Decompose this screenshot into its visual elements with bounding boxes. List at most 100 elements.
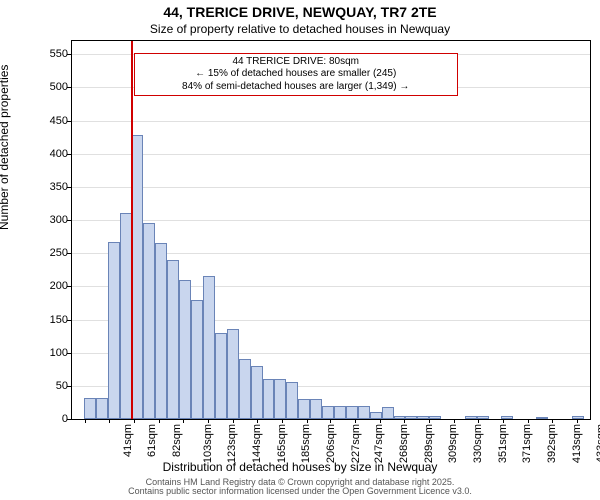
histogram-bar: [108, 242, 120, 419]
xtick-mark: [85, 419, 86, 423]
ytick-label: 50: [20, 380, 68, 392]
xtick-mark: [282, 419, 283, 423]
histogram-bar: [536, 417, 548, 419]
histogram-bar: [370, 412, 382, 419]
ytick-label: 150: [20, 314, 68, 326]
xtick-label: 41sqm: [122, 424, 134, 457]
xtick-label: 61sqm: [146, 424, 158, 457]
ytick-label: 350: [20, 181, 68, 193]
callout-line-3: 84% of semi-detached houses are larger (…: [141, 81, 451, 94]
ytick-mark: [67, 353, 71, 354]
histogram-bar: [346, 406, 358, 419]
histogram-bar: [155, 243, 167, 419]
xtick-mark: [307, 419, 308, 423]
histogram-bar: [417, 416, 429, 419]
chart-container: 44, TRERICE DRIVE, NEWQUAY, TR7 2TE Size…: [0, 0, 600, 500]
ytick-mark: [67, 121, 71, 122]
y-axis-label: Number of detached properties: [0, 65, 11, 230]
ytick-mark: [67, 187, 71, 188]
histogram-bar: [215, 333, 227, 419]
xtick-mark: [233, 419, 234, 423]
histogram-bar: [84, 398, 96, 419]
xtick-label: 330sqm: [472, 424, 484, 463]
xtick-mark: [478, 419, 479, 423]
xtick-label: 206sqm: [325, 424, 337, 463]
histogram-bar: [167, 260, 179, 419]
title-main: 44, TRERICE DRIVE, NEWQUAY, TR7 2TE: [0, 4, 600, 20]
xtick-mark: [380, 419, 381, 423]
histogram-bar: [572, 416, 584, 419]
histogram-bar: [405, 416, 417, 419]
property-callout: 44 TRERICE DRIVE: 80sqm← 15% of detached…: [134, 53, 458, 97]
gridline-h: [72, 187, 590, 188]
xtick-mark: [330, 419, 331, 423]
gridline-h: [72, 220, 590, 221]
xtick-mark: [429, 419, 430, 423]
xtick-mark: [503, 419, 504, 423]
xtick-label: 309sqm: [447, 424, 459, 463]
histogram-bar: [263, 379, 275, 419]
plot-area: 44 TRERICE DRIVE: 80sqm← 15% of detached…: [71, 40, 591, 420]
histogram-bar: [96, 398, 108, 419]
xtick-label: 247sqm: [374, 424, 386, 463]
xtick-mark: [109, 419, 110, 423]
ytick-label: 200: [20, 280, 68, 292]
gridline-h: [72, 154, 590, 155]
ytick-mark: [67, 87, 71, 88]
property-marker-line: [131, 41, 133, 419]
xtick-label: 268sqm: [399, 424, 411, 463]
xtick-mark: [528, 419, 529, 423]
xtick-label: 103sqm: [202, 424, 214, 463]
histogram-bar: [358, 406, 370, 419]
xtick-mark: [454, 419, 455, 423]
xtick-label: 351sqm: [497, 424, 509, 463]
histogram-bar: [203, 276, 215, 419]
histogram-bar: [465, 416, 477, 419]
ytick-label: 400: [20, 148, 68, 160]
histogram-bar: [286, 382, 298, 419]
xtick-mark: [159, 419, 160, 423]
ytick-mark: [67, 320, 71, 321]
histogram-bar: [274, 379, 286, 419]
xtick-label: 289sqm: [424, 424, 436, 463]
histogram-bar: [298, 399, 310, 419]
xtick-label: 433sqm: [595, 424, 600, 463]
histogram-bar: [179, 280, 191, 419]
histogram-bar: [310, 399, 322, 419]
footer-line-2: Contains public sector information licen…: [128, 486, 472, 496]
ytick-mark: [67, 154, 71, 155]
callout-line-1: 44 TRERICE DRIVE: 80sqm: [141, 56, 451, 69]
histogram-bar: [143, 223, 155, 419]
ytick-label: 100: [20, 347, 68, 359]
ytick-mark: [67, 286, 71, 287]
ytick-mark: [67, 419, 71, 420]
ytick-label: 300: [20, 214, 68, 226]
xtick-mark: [134, 419, 135, 423]
histogram-bar: [251, 366, 263, 419]
xtick-label: 392sqm: [546, 424, 558, 463]
xtick-mark: [183, 419, 184, 423]
histogram-bar: [239, 359, 251, 419]
histogram-bar: [132, 135, 144, 419]
xtick-mark: [577, 419, 578, 423]
histogram-bar: [334, 406, 346, 419]
xtick-label: 227sqm: [350, 424, 362, 463]
ytick-mark: [67, 386, 71, 387]
gridline-h: [72, 121, 590, 122]
xtick-label: 413sqm: [571, 424, 583, 463]
histogram-bar: [227, 329, 239, 419]
xtick-mark: [404, 419, 405, 423]
xtick-label: 371sqm: [521, 424, 533, 463]
ytick-label: 250: [20, 247, 68, 259]
xtick-label: 123sqm: [226, 424, 238, 463]
xtick-mark: [355, 419, 356, 423]
xtick-label: 144sqm: [251, 424, 263, 463]
xtick-mark: [208, 419, 209, 423]
ytick-label: 500: [20, 81, 68, 93]
histogram-bar: [382, 407, 394, 419]
ytick-mark: [67, 54, 71, 55]
histogram-bar: [429, 416, 441, 419]
title-sub: Size of property relative to detached ho…: [0, 22, 600, 36]
ytick-mark: [67, 220, 71, 221]
ytick-mark: [67, 253, 71, 254]
